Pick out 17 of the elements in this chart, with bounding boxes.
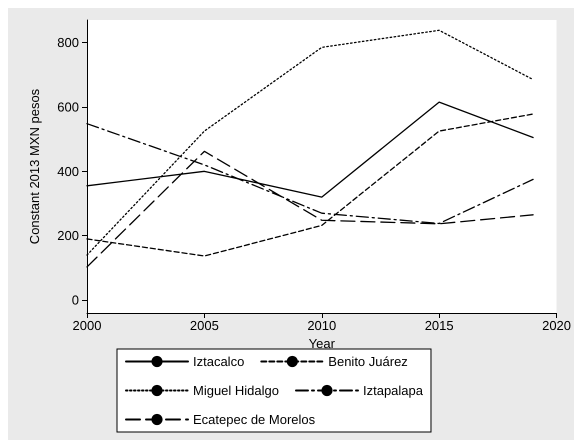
- y-tick-label: 800: [57, 35, 79, 50]
- y-tick-label: 200: [57, 228, 79, 244]
- y-axis-title: Constant 2013 MXN pesos: [27, 88, 42, 244]
- x-tick-label: 2010: [307, 318, 336, 333]
- x-tick-label: 2005: [190, 318, 219, 333]
- legend-label: Benito Juárez: [328, 354, 408, 369]
- x-tick-label: 2020: [542, 318, 571, 333]
- x-tick-label: 2000: [72, 318, 102, 333]
- legend-label: Miguel Hidalgo: [193, 383, 279, 398]
- legend-label: Iztacalco: [193, 354, 244, 369]
- y-tick-label: 400: [57, 164, 79, 179]
- legend-label: Ecatepec de Morelos: [193, 412, 316, 427]
- y-tick-label: 600: [57, 99, 79, 114]
- legend-label: Iztapalapa: [362, 383, 424, 398]
- x-axis-title: Year: [308, 336, 336, 351]
- y-tick-label: 0: [72, 292, 79, 308]
- x-tick-label: 2015: [424, 318, 454, 333]
